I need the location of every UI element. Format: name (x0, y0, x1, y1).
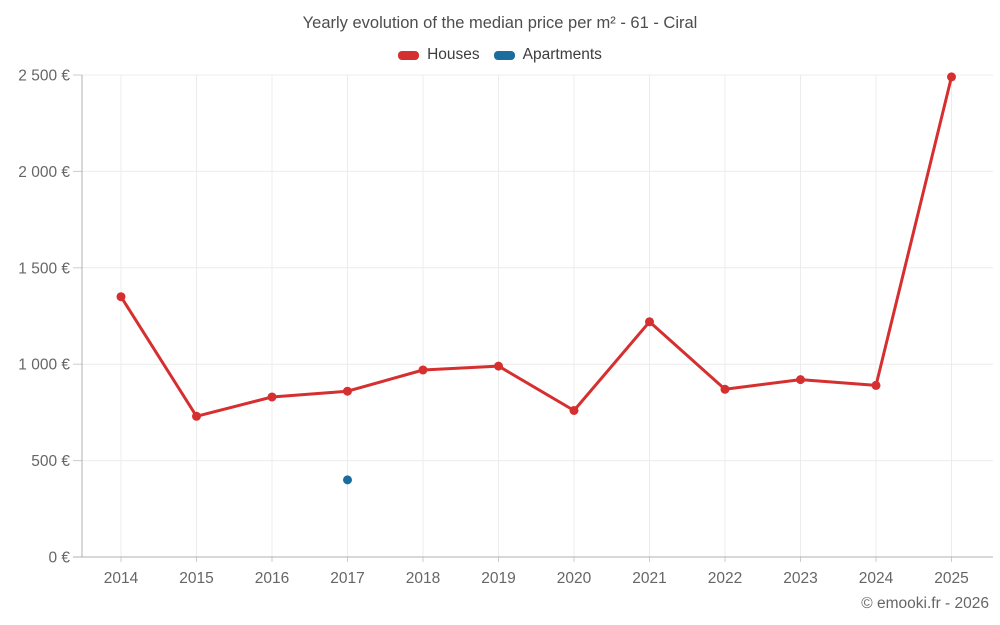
x-axis-label: 2024 (859, 570, 894, 587)
y-axis-label: 1 000 € (18, 357, 70, 374)
data-point-houses-2016 (267, 392, 277, 402)
data-point-houses-2024 (871, 380, 881, 390)
x-axis-label: 2018 (406, 570, 440, 587)
y-axis-label: 2 000 € (18, 164, 70, 181)
apartments-legend-label: Apartments (522, 46, 602, 63)
data-point-apartments-2017 (343, 475, 352, 485)
series-line-houses (119, 75, 953, 418)
x-axis-label: 2023 (783, 570, 817, 587)
data-point-houses-2017 (343, 386, 352, 396)
data-point-houses-2015 (192, 411, 201, 421)
chart-legend: Houses Apartments (0, 46, 1000, 64)
data-point-houses-2021 (645, 317, 654, 327)
x-axis-label: 2022 (708, 570, 742, 587)
apartments-legend-swatch-icon (493, 50, 515, 60)
y-axis-label: 500 € (31, 453, 70, 470)
data-point-houses-2018 (418, 365, 428, 375)
y-axis-label: 1 500 € (18, 260, 70, 277)
data-point-houses-2014 (116, 292, 126, 302)
legend-item-apartments[interactable]: Apartments (493, 46, 602, 64)
x-axis-label: 2025 (934, 570, 968, 587)
x-axis-label: 2014 (104, 570, 139, 587)
data-point-houses-2025 (947, 72, 956, 82)
x-axis-label: 2020 (557, 570, 592, 587)
legend-item-houses[interactable]: Houses (398, 46, 480, 64)
data-point-houses-2023 (796, 375, 805, 385)
y-axis-label: 2 500 € (18, 68, 70, 85)
data-point-houses-2022 (720, 384, 730, 394)
x-axis-label: 2021 (632, 570, 666, 587)
x-axis-label: 2019 (481, 570, 515, 587)
data-point-houses-2020 (569, 405, 579, 415)
data-point-houses-2019 (494, 361, 503, 371)
houses-legend-label: Houses (427, 46, 480, 63)
x-axis-label: 2015 (179, 570, 213, 587)
x-axis-label: 2016 (255, 570, 289, 587)
x-axis-label: 2017 (330, 570, 364, 587)
y-axis-label: 0 € (48, 550, 70, 567)
houses-legend-swatch-icon (398, 50, 420, 60)
copyright-footer: © emooki.fr - 2026 (861, 595, 989, 612)
chart-title: Yearly evolution of the median price per… (302, 14, 698, 32)
